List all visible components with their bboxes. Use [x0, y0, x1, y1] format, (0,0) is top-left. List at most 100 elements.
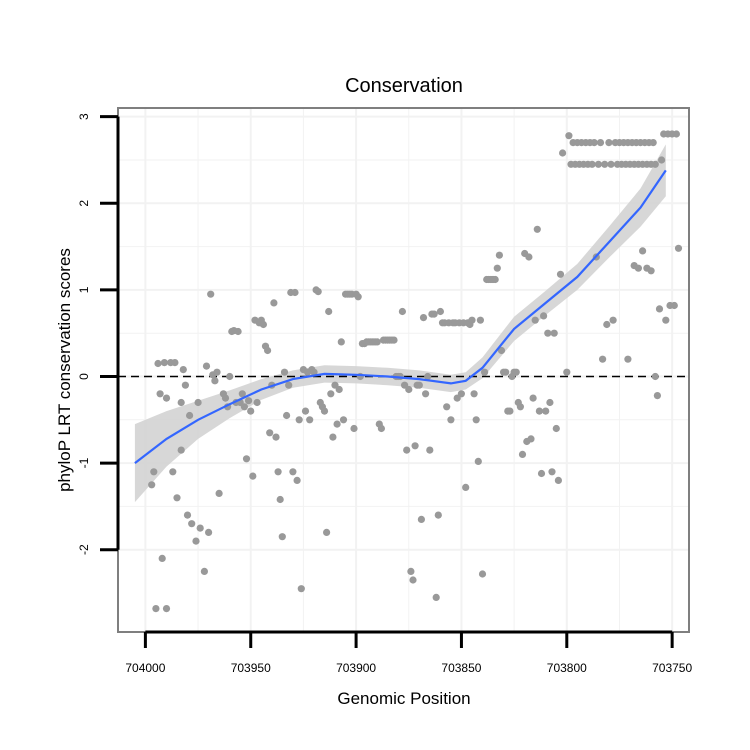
data-point — [527, 435, 535, 443]
data-point — [548, 468, 556, 476]
smooth-curve — [134, 169, 667, 464]
data-point — [335, 385, 343, 394]
data-point — [468, 316, 476, 324]
data-point — [194, 398, 202, 407]
data-point — [493, 264, 501, 272]
data-point — [411, 442, 419, 450]
data-point — [245, 397, 253, 405]
data-point — [377, 424, 385, 433]
data-point — [639, 247, 647, 255]
data-point — [171, 359, 179, 367]
data-point — [350, 424, 358, 433]
data-point — [624, 355, 632, 363]
data-point — [169, 468, 177, 476]
data-point — [535, 407, 544, 415]
data-point — [211, 377, 219, 385]
data-point — [601, 160, 609, 168]
data-point — [150, 468, 158, 476]
data-point — [512, 368, 520, 376]
data-point — [525, 253, 533, 261]
grid — [118, 108, 689, 632]
data-point — [179, 366, 187, 374]
data-point — [544, 329, 552, 337]
data-point — [655, 305, 664, 313]
data-point — [474, 457, 482, 465]
data-point — [443, 403, 451, 411]
data-points — [148, 130, 683, 613]
data-point — [529, 394, 537, 402]
data-point — [289, 468, 297, 476]
data-point — [457, 390, 465, 398]
x-tick-label: 703850 — [441, 661, 481, 675]
data-point — [552, 424, 560, 433]
data-point — [297, 585, 305, 593]
x-axis-label: Genomic Position — [337, 689, 470, 708]
data-point — [249, 472, 257, 480]
data-point — [670, 301, 678, 310]
data-point — [447, 416, 455, 424]
data-point — [634, 264, 643, 272]
data-point — [320, 407, 329, 415]
smooth-line — [134, 169, 667, 464]
data-point — [207, 290, 215, 298]
y-axis: -2 -1 0 1 2 3 — [77, 113, 120, 555]
data-point — [422, 390, 430, 398]
x-tick-label: 703900 — [336, 661, 376, 675]
x-tick-label: 703800 — [547, 661, 587, 675]
data-point — [594, 160, 603, 168]
data-point — [531, 316, 539, 324]
data-point — [426, 446, 434, 454]
data-point — [462, 483, 470, 491]
data-point — [181, 381, 189, 389]
data-point — [506, 407, 514, 415]
y-tick-label: 2 — [77, 200, 91, 207]
data-point — [283, 411, 291, 420]
data-point — [238, 390, 246, 398]
data-point — [278, 533, 286, 541]
data-point — [152, 605, 160, 613]
data-point — [162, 394, 171, 402]
data-point — [647, 267, 655, 275]
data-point — [202, 362, 211, 370]
data-point — [434, 511, 442, 519]
data-point — [293, 476, 301, 484]
data-point — [274, 468, 282, 476]
data-point — [651, 160, 659, 168]
data-point — [491, 275, 499, 284]
data-point — [609, 316, 617, 324]
data-point — [537, 469, 546, 478]
data-point — [156, 390, 164, 398]
data-point — [419, 314, 428, 322]
data-point — [192, 537, 200, 545]
data-point — [603, 320, 611, 329]
data-point — [588, 160, 596, 168]
data-point — [160, 359, 168, 367]
data-point — [325, 307, 333, 316]
data-point — [323, 528, 331, 537]
data-point — [398, 307, 406, 316]
data-point — [285, 381, 293, 389]
data-point — [162, 605, 171, 613]
data-point — [415, 381, 423, 389]
data-point — [590, 139, 598, 147]
data-point — [280, 368, 289, 376]
data-point — [221, 394, 230, 402]
data-point — [417, 515, 425, 524]
data-point — [154, 359, 162, 368]
data-point — [148, 481, 156, 489]
y-tick-label: 3 — [77, 113, 91, 120]
data-point — [605, 139, 613, 147]
data-point — [563, 368, 571, 376]
data-point — [196, 524, 204, 532]
data-point — [291, 288, 299, 297]
data-point — [390, 336, 398, 344]
data-point — [240, 403, 248, 411]
chart-title: Conservation — [345, 75, 463, 97]
data-point — [476, 316, 484, 324]
data-point — [177, 446, 185, 454]
data-point — [662, 316, 670, 324]
data-point — [373, 338, 381, 346]
data-point — [596, 139, 605, 147]
data-point — [276, 495, 284, 504]
